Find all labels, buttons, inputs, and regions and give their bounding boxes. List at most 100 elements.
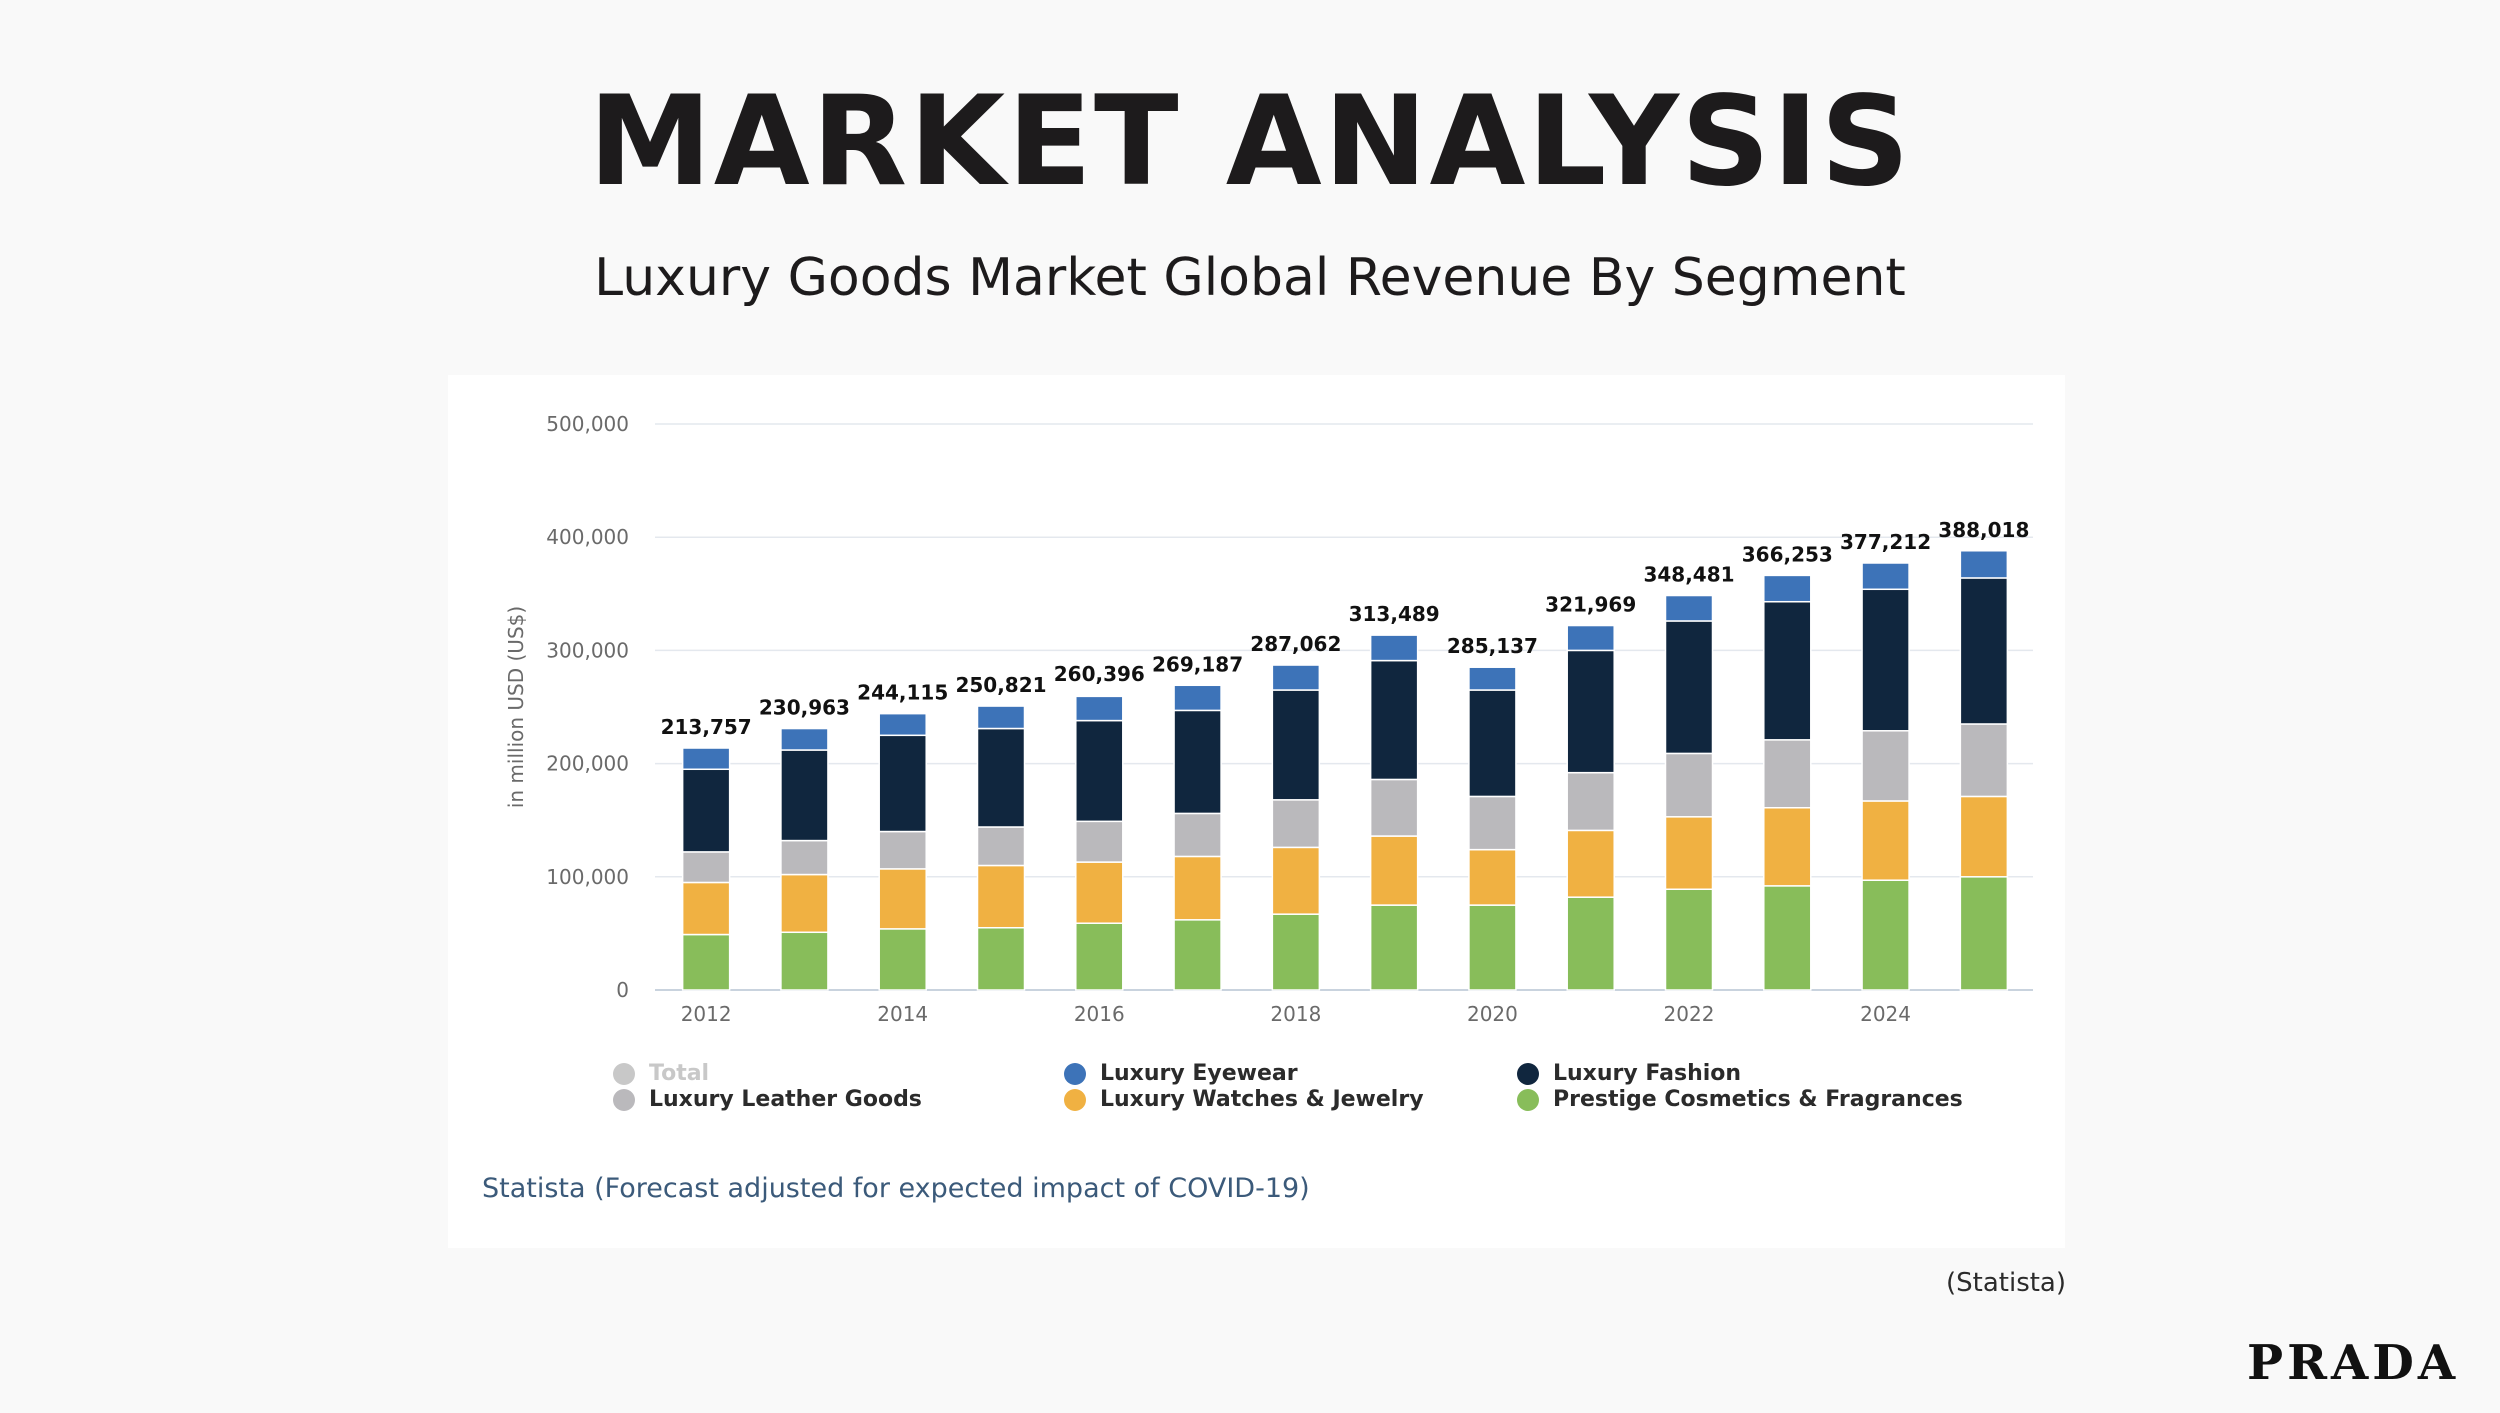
total-data-label: 321,969 <box>1545 593 1636 617</box>
y-tick-label: 300,000 <box>546 638 629 662</box>
prada-logo: PRADA <box>2247 1335 2460 1391</box>
bar-segment <box>1369 835 1419 906</box>
bar-segment <box>1075 719 1124 823</box>
bar-segment <box>1664 816 1714 891</box>
bar-segment <box>1959 550 2009 579</box>
bar-segment <box>1566 649 1615 774</box>
total-data-label: 213,757 <box>661 715 752 739</box>
bar-segment <box>1271 846 1321 915</box>
legend-dot-icon <box>1064 1088 1086 1111</box>
page-subtitle: Luxury Goods Market Global Revenue By Se… <box>594 248 1906 308</box>
bar-segment <box>1763 574 1812 603</box>
total-data-label: 230,963 <box>759 696 850 720</box>
y-tick-label: 100,000 <box>546 865 629 889</box>
bar-segment <box>1075 820 1124 863</box>
bar-segment <box>1959 795 2009 878</box>
x-tick-label: 2022 <box>1664 1002 1715 1026</box>
total-data-label: 287,062 <box>1250 632 1341 656</box>
bar-segment <box>1369 778 1419 837</box>
legend-label: Luxury Leather Goods <box>649 1087 922 1112</box>
bar-segment <box>1861 562 1910 591</box>
bar-segment <box>1468 666 1517 691</box>
bar-segment <box>1271 913 1321 991</box>
bar-segment <box>1075 695 1124 722</box>
total-data-label: 285,137 <box>1447 634 1538 658</box>
bar-segment <box>878 734 927 833</box>
page-title: MARKET ANALYSIS <box>588 70 1912 214</box>
legend-dot-icon <box>613 1062 635 1085</box>
total-data-label: 250,821 <box>955 673 1046 697</box>
x-tick-label: 2016 <box>1074 1002 1125 1026</box>
bar-segment <box>1664 752 1714 818</box>
bar-segment <box>976 826 1026 867</box>
bar-segment <box>1861 730 1910 802</box>
bar-segment <box>780 727 829 751</box>
bar-segment <box>1566 829 1615 898</box>
legend-dot-icon <box>1064 1062 1086 1085</box>
bar-segment <box>780 839 829 876</box>
x-tick-label: 2014 <box>877 1002 928 1026</box>
bar-segment <box>878 830 927 870</box>
legend-item-luxury-leather-goods[interactable]: Luxury Leather Goods <box>613 1087 922 1112</box>
bar-segment <box>1075 922 1124 991</box>
total-data-label: 348,481 <box>1643 563 1734 587</box>
legend-item-prestige-cosmetics-fragrances[interactable]: Prestige Cosmetics & Fragrances <box>1517 1087 1963 1112</box>
legend-dot-icon <box>1517 1062 1539 1085</box>
bar-segment <box>681 747 731 771</box>
total-data-label: 269,187 <box>1152 652 1243 676</box>
legend-label: Luxury Watches & Jewelry <box>1100 1087 1424 1112</box>
legend-label: Total <box>649 1061 710 1086</box>
bar-segment <box>1173 919 1222 991</box>
bar-segment <box>1075 861 1124 924</box>
legend-item-luxury-watches-jewelry[interactable]: Luxury Watches & Jewelry <box>1064 1087 1424 1112</box>
bar-segment <box>878 868 927 930</box>
bar-segment <box>976 727 1026 828</box>
bar-segment <box>878 928 927 991</box>
bar-segment <box>1468 689 1517 798</box>
bar-segment <box>1763 600 1812 741</box>
bar-segment <box>1369 634 1419 662</box>
x-tick-label: 2012 <box>681 1002 732 1026</box>
bar-segment <box>1173 812 1222 858</box>
legend-item-luxury-fashion[interactable]: Luxury Fashion <box>1517 1061 1741 1086</box>
bar-segment <box>1959 577 2009 725</box>
bar-segment <box>1173 684 1222 712</box>
y-axis-title: in million USD (US$) <box>504 606 528 808</box>
total-data-label: 244,115 <box>857 681 948 705</box>
source-link[interactable]: Statista (Forecast adjusted for expected… <box>482 1173 1310 1204</box>
legend-item-luxury-eyewear[interactable]: Luxury Eyewear <box>1064 1061 1298 1086</box>
bar-segment <box>780 931 829 991</box>
bar-segment <box>1271 689 1321 801</box>
bar-segment <box>1664 620 1714 755</box>
bar-segment <box>1861 800 1910 881</box>
bar-segment <box>1173 855 1222 921</box>
bar-segment <box>1566 624 1615 652</box>
x-tick-label: 2018 <box>1270 1002 1321 1026</box>
bar-segment <box>1566 771 1615 832</box>
bar-segment <box>1763 806 1812 887</box>
bar-segment <box>1468 904 1517 991</box>
y-tick-label: 400,000 <box>546 525 629 549</box>
chart-card: 0 100,000 200,000 300,000 400,000 500,000 in m… <box>448 375 2065 1248</box>
x-tick-label: 2020 <box>1467 1002 1518 1026</box>
chart-legend: Total Luxury Eyewear Luxury Fashion Luxu… <box>448 375 2065 1248</box>
x-tick-label: 2024 <box>1860 1002 1911 1026</box>
bar-segment <box>1369 904 1419 991</box>
bar-segment <box>1271 664 1321 691</box>
bar-segment <box>1369 659 1419 781</box>
bar-segment <box>1566 896 1615 991</box>
legend-label: Prestige Cosmetics & Fragrances <box>1553 1087 1963 1112</box>
legend-dot-icon <box>1517 1088 1539 1111</box>
legend-dot-icon <box>613 1088 635 1111</box>
bar-segment <box>1959 876 2009 991</box>
legend-label: Luxury Eyewear <box>1100 1061 1298 1086</box>
bar-segment <box>1763 885 1812 991</box>
image-credit: (Statista) <box>1946 1268 2067 1298</box>
bar-segment <box>681 768 731 853</box>
total-data-label: 260,396 <box>1054 662 1145 686</box>
bar-segment <box>976 864 1026 929</box>
total-data-label: 377,212 <box>1840 530 1931 554</box>
legend-item-total[interactable]: Total <box>613 1061 709 1086</box>
bar-segment <box>878 712 927 737</box>
total-data-label: 388,018 <box>1938 518 2029 542</box>
